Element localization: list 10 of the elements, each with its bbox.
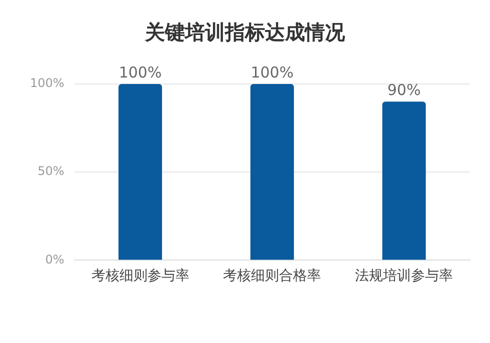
y-tick-label: 0%: [45, 252, 64, 266]
y-tick-label: 100%: [30, 76, 64, 90]
y-tick-label: 50%: [38, 164, 64, 178]
chart-title: 关键培训指标达成情况: [144, 20, 346, 44]
x-tick-label: 考核细则参与率: [91, 268, 190, 284]
x-tick-label: 法规培训参与率: [355, 268, 454, 284]
data-label: 100%: [118, 63, 162, 82]
x-tick-label: 考核细则合格率: [223, 268, 322, 284]
data-label: 100%: [250, 63, 294, 82]
data-label: 90%: [387, 81, 421, 100]
